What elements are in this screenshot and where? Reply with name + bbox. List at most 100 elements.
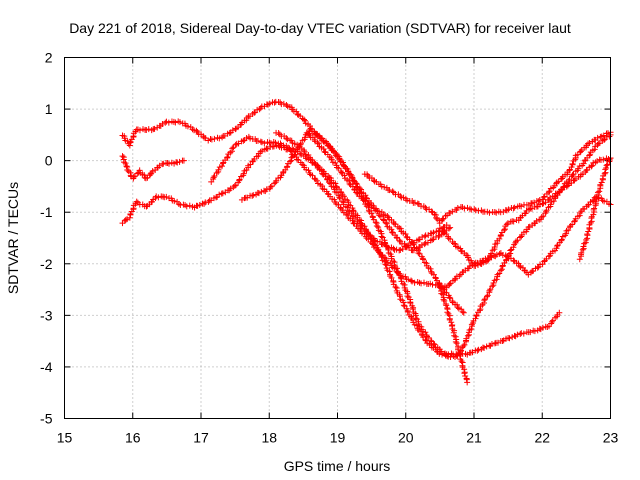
- data-point: [123, 163, 130, 170]
- data-point: [496, 270, 503, 277]
- data-point: [247, 135, 254, 142]
- data-point: [545, 189, 552, 196]
- data-point: [452, 338, 459, 345]
- data-point: [499, 337, 506, 344]
- data-point: [163, 193, 170, 200]
- data-point: [445, 225, 452, 232]
- x-tick-label: 18: [261, 430, 277, 446]
- data-point: [284, 163, 291, 170]
- data-point: [491, 243, 498, 250]
- data-point: [520, 330, 527, 337]
- data-point: [289, 145, 296, 152]
- data-point: [184, 123, 191, 130]
- data-point: [142, 175, 149, 182]
- data-point: [328, 156, 335, 163]
- data-point: [215, 166, 222, 173]
- data-point: [578, 249, 585, 256]
- data-point: [576, 256, 583, 263]
- data-point: [586, 152, 593, 159]
- data-point: [550, 198, 557, 205]
- chart-title: Day 221 of 2018, Sidereal Day-to-day VTE…: [69, 20, 571, 36]
- data-point: [368, 210, 375, 217]
- data-point: [374, 247, 381, 254]
- data-point: [603, 162, 610, 169]
- data-point: [421, 241, 428, 248]
- data-point: [216, 135, 223, 142]
- data-point: [460, 309, 467, 316]
- data-point: [149, 168, 156, 175]
- data-point: [122, 216, 129, 223]
- data-point: [464, 332, 471, 339]
- data-point: [439, 291, 446, 298]
- data-point: [372, 219, 379, 226]
- data-point: [301, 148, 308, 155]
- data-point: [497, 267, 504, 274]
- data-point: [319, 183, 326, 190]
- x-axis-label: GPS time / hours: [284, 458, 391, 474]
- data-point: [280, 100, 287, 107]
- data-point: [428, 208, 435, 215]
- data-point: [388, 274, 395, 281]
- data-point: [556, 309, 563, 316]
- data-point: [329, 147, 336, 154]
- data-point: [202, 199, 209, 206]
- data-point: [435, 228, 442, 235]
- data-point: [569, 172, 576, 179]
- data-point: [461, 205, 468, 212]
- data-point: [346, 177, 353, 184]
- data-point: [454, 304, 461, 311]
- data-point: [431, 341, 438, 348]
- data-point: [421, 233, 428, 240]
- data-point: [481, 297, 488, 304]
- data-point: [427, 237, 434, 244]
- data-point: [411, 199, 418, 206]
- data-point: [461, 341, 468, 348]
- data-point: [345, 207, 352, 214]
- data-point: [327, 175, 334, 182]
- data-point: [313, 177, 320, 184]
- data-point: [503, 221, 510, 228]
- x-tick-label: 23: [603, 430, 619, 446]
- data-point: [314, 162, 321, 169]
- data-point: [311, 136, 318, 143]
- data-point: [229, 127, 236, 134]
- data-point: [510, 257, 517, 264]
- data-point: [433, 214, 440, 221]
- data-point: [130, 173, 137, 180]
- data-point: [484, 257, 491, 264]
- data-point: [394, 265, 401, 272]
- data-point: [301, 117, 308, 124]
- data-point: [468, 326, 475, 333]
- data-point: [592, 159, 599, 166]
- data-point: [272, 179, 279, 186]
- x-tick-label: 20: [398, 430, 414, 446]
- data-point: [448, 319, 455, 326]
- data-point: [381, 258, 388, 265]
- data-point: [266, 139, 273, 146]
- data-point: [272, 139, 279, 146]
- data-point: [378, 254, 385, 261]
- data-point: [410, 241, 417, 248]
- data-points: [119, 98, 614, 386]
- data-point: [176, 119, 183, 126]
- data-point: [119, 153, 126, 160]
- data-point: [160, 160, 167, 167]
- data-point: [382, 219, 389, 226]
- data-point: [349, 183, 356, 190]
- y-tick-label: -1: [40, 204, 53, 220]
- data-point: [576, 212, 583, 219]
- data-point: [480, 259, 487, 266]
- data-point: [464, 254, 471, 261]
- data-point: [580, 160, 587, 167]
- data-point: [388, 226, 395, 233]
- data-point: [159, 120, 166, 127]
- data-point: [483, 343, 490, 350]
- data-point: [441, 297, 448, 304]
- data-point: [249, 192, 256, 199]
- data-point: [165, 119, 172, 126]
- data-point: [569, 160, 576, 167]
- data-point: [353, 189, 360, 196]
- data-point: [397, 274, 404, 281]
- data-point: [267, 184, 274, 191]
